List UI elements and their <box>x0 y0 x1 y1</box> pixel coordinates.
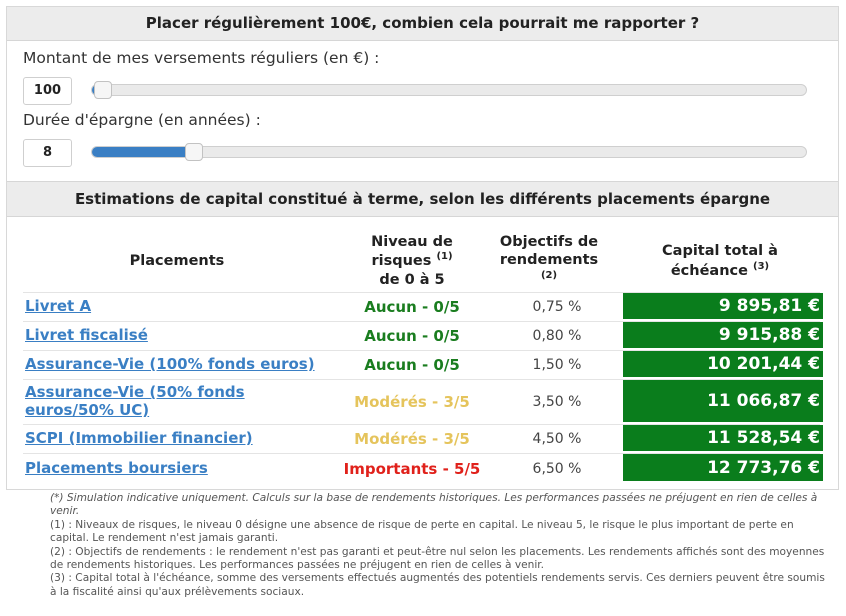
return-objective: 1,50 % <box>532 357 582 373</box>
return-objective: 3,50 % <box>532 394 582 410</box>
savings-simulator-panel: Placer régulièrement 100€, combien cela … <box>6 6 839 490</box>
placement-link-scpi[interactable]: SCPI (Immobilier financier) <box>25 429 253 448</box>
total-capital: 9 895,81 € <box>623 293 823 321</box>
estimates-title: Estimations de capital constitué à terme… <box>7 181 838 217</box>
placement-link-placements-boursiers[interactable]: Placements boursiers <box>25 458 208 477</box>
return-objective: 4,50 % <box>532 431 582 447</box>
placement-link-assurance-vie-100[interactable]: Assurance-Vie (100% fonds euros) <box>25 355 315 374</box>
amount-slider[interactable] <box>91 81 807 99</box>
table-row: SCPI (Immobilier financier) Modérés - 3/… <box>23 424 823 453</box>
col-header-objectives-sup: (2) <box>540 269 558 281</box>
table-row: Livret fiscalisé Aucun - 0/5 0,80 % 9 91… <box>23 321 823 350</box>
col-header-risk-text: Niveau de risques <box>371 233 453 270</box>
footnote-3: (3) : Capital total à l'échéance, somme … <box>50 572 825 598</box>
duration-input[interactable]: 8 <box>23 139 72 167</box>
footnotes: (*) Simulation indicative uniquement. Ca… <box>50 492 830 599</box>
col-header-capital-sup: (3) <box>753 260 770 272</box>
table-row: Placements boursiers Importants - 5/5 6,… <box>23 453 823 483</box>
total-capital: 11 066,87 € <box>623 380 823 424</box>
footnote-simulation: (*) Simulation indicative uniquement. Ca… <box>50 492 818 518</box>
risk-level: Aucun - 0/5 <box>364 298 460 316</box>
col-header-placements: Placements <box>23 223 331 299</box>
return-objective: 0,75 % <box>532 299 582 315</box>
col-header-objectives-text: Objectifs de rendements <box>499 233 599 269</box>
placement-link-livret-a[interactable]: Livret A <box>25 297 92 316</box>
table-row: Livret A Aucun - 0/5 0,75 % 9 895,81 € <box>23 292 823 321</box>
total-capital: 10 201,44 € <box>623 351 823 379</box>
placement-name: Livret A <box>25 293 333 321</box>
placement-name: Assurance-Vie (50% fonds euros/50% UC) <box>25 380 333 424</box>
duration-slider-handle[interactable] <box>185 143 204 161</box>
risk-level: Importants - 5/5 <box>343 459 481 478</box>
col-header-capital: Capital total à échéance (3) <box>635 223 805 299</box>
total-capital: 9 915,88 € <box>623 322 823 350</box>
duration-label: Durée d'épargne (en années) : <box>23 111 261 129</box>
footnote-2: (2) : Objectifs de rendements : le rende… <box>50 545 825 572</box>
risk-level: Aucun - 0/5 <box>364 327 460 345</box>
total-capital: 12 773,76 € <box>623 454 823 483</box>
table-row: Assurance-Vie (100% fonds euros) Aucun -… <box>23 350 823 379</box>
col-header-risk: Niveau de risques (1) de 0 à 5 <box>353 223 471 299</box>
footnote-1: (1) : Niveaux de risques, le niveau 0 dé… <box>50 518 794 545</box>
table-row: Assurance-Vie (50% fonds euros/50% UC) M… <box>23 379 823 424</box>
risk-level: Modérés - 3/5 <box>354 430 470 448</box>
placement-link-assurance-vie-50[interactable]: Assurance-Vie (50% fonds euros/50% UC) <box>25 383 245 419</box>
col-header-capital-text: Capital total à échéance <box>662 243 778 279</box>
col-header-risk-text2: de 0 à 5 <box>379 271 445 288</box>
placement-name: Placements boursiers <box>25 454 333 483</box>
return-objective: 0,80 % <box>532 328 582 344</box>
duration-slider[interactable] <box>91 143 807 161</box>
col-header-objectives: Objectifs de rendements (2) <box>481 223 617 299</box>
placement-name: Assurance-Vie (100% fonds euros) <box>25 351 333 379</box>
amount-label: Montant de mes versements réguliers (en … <box>23 49 380 67</box>
placement-name: Livret fiscalisé <box>25 322 333 350</box>
total-capital: 11 528,54 € <box>623 425 823 453</box>
col-header-placements-text: Placements <box>129 252 225 269</box>
simulator-title: Placer régulièrement 100€, combien cela … <box>7 7 838 41</box>
risk-level: Modérés - 3/5 <box>354 393 470 411</box>
amount-slider-handle[interactable] <box>93 81 112 99</box>
amount-input[interactable]: 100 <box>23 77 72 105</box>
placement-name: SCPI (Immobilier financier) <box>25 425 333 453</box>
duration-slider-fill <box>92 147 195 157</box>
placement-link-livret-fiscalise[interactable]: Livret fiscalisé <box>25 326 148 345</box>
col-header-risk-sup: (1) <box>436 251 453 263</box>
return-objective: 6,50 % <box>532 460 582 477</box>
risk-level: Aucun - 0/5 <box>364 356 460 374</box>
